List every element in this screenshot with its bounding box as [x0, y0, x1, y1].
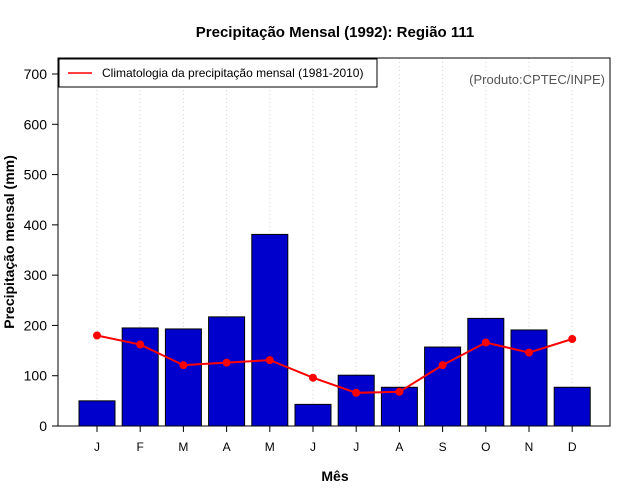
climatology-point-1	[136, 340, 145, 349]
y-tick-label-0: 0	[39, 418, 47, 434]
bar-8	[424, 346, 462, 427]
legend-entry-climatology: Climatologia da precipitação mensal (198…	[102, 66, 363, 80]
legend: Climatologia da precipitação mensal (198…	[58, 58, 378, 88]
y-tick-label-1: 100	[24, 368, 48, 384]
x-tick-label-9: O	[481, 440, 490, 454]
legend-box	[58, 58, 378, 88]
y-tick-label-6: 600	[24, 116, 48, 132]
chart-title: Precipitação Mensal (1992): Região 111	[196, 24, 474, 41]
climatology-line	[96, 334, 573, 394]
y-tick-label-4: 400	[24, 217, 48, 233]
climatology-point-6	[352, 388, 361, 397]
x-tick-label-2: M	[178, 440, 188, 454]
climatology-point-11	[568, 335, 577, 344]
climatology-point-9	[481, 338, 490, 347]
y-tick-label-7: 700	[24, 66, 48, 82]
x-tick-label-8: S	[439, 440, 447, 454]
climatology-point-5	[309, 373, 317, 382]
climatology-point-4	[265, 356, 274, 365]
climatology-point-0	[93, 331, 101, 340]
y-axis: 0 100 200 300 400 500 600 700	[24, 66, 58, 434]
x-tick-label-4: M	[265, 440, 275, 454]
x-tick-label-3: A	[223, 440, 231, 454]
climatology-point-8	[438, 361, 447, 370]
climatology-point-3	[222, 358, 231, 367]
plot-frame	[57, 57, 611, 427]
y-tick-label-2: 200	[24, 317, 48, 333]
bar-11	[553, 386, 591, 427]
source-annotation: (Produto:CPTEC/INPE)	[469, 72, 605, 87]
climatology-point-7	[395, 387, 404, 396]
y-tick-label-5: 500	[24, 167, 48, 183]
bar-4	[251, 233, 289, 427]
x-tick-label-5: J	[310, 440, 316, 454]
y-axis-title: Precipitação mensal (mm)	[1, 155, 17, 329]
bar-series	[78, 233, 591, 427]
bar-0	[78, 400, 116, 427]
bar-2	[164, 328, 202, 427]
x-tick-label-11: D	[568, 440, 577, 454]
x-axis-title: Mês	[321, 468, 348, 484]
x-tick-label-10: N	[525, 440, 534, 454]
bar-10	[510, 329, 548, 427]
x-tick-label-7: A	[395, 440, 403, 454]
bar-9	[467, 317, 505, 427]
y-tick-label-3: 300	[24, 267, 48, 283]
climatology-point-2	[179, 361, 188, 370]
climatology-series	[93, 331, 577, 397]
x-tick-label-0: J	[94, 440, 100, 454]
bar-6	[337, 374, 375, 427]
x-tick-label-6: J	[353, 440, 359, 454]
vertical-grid	[96, 58, 573, 426]
x-tick-label-1: F	[137, 440, 144, 454]
climatology-point-10	[525, 348, 533, 357]
bar-3	[208, 316, 246, 427]
bar-5	[294, 403, 332, 427]
